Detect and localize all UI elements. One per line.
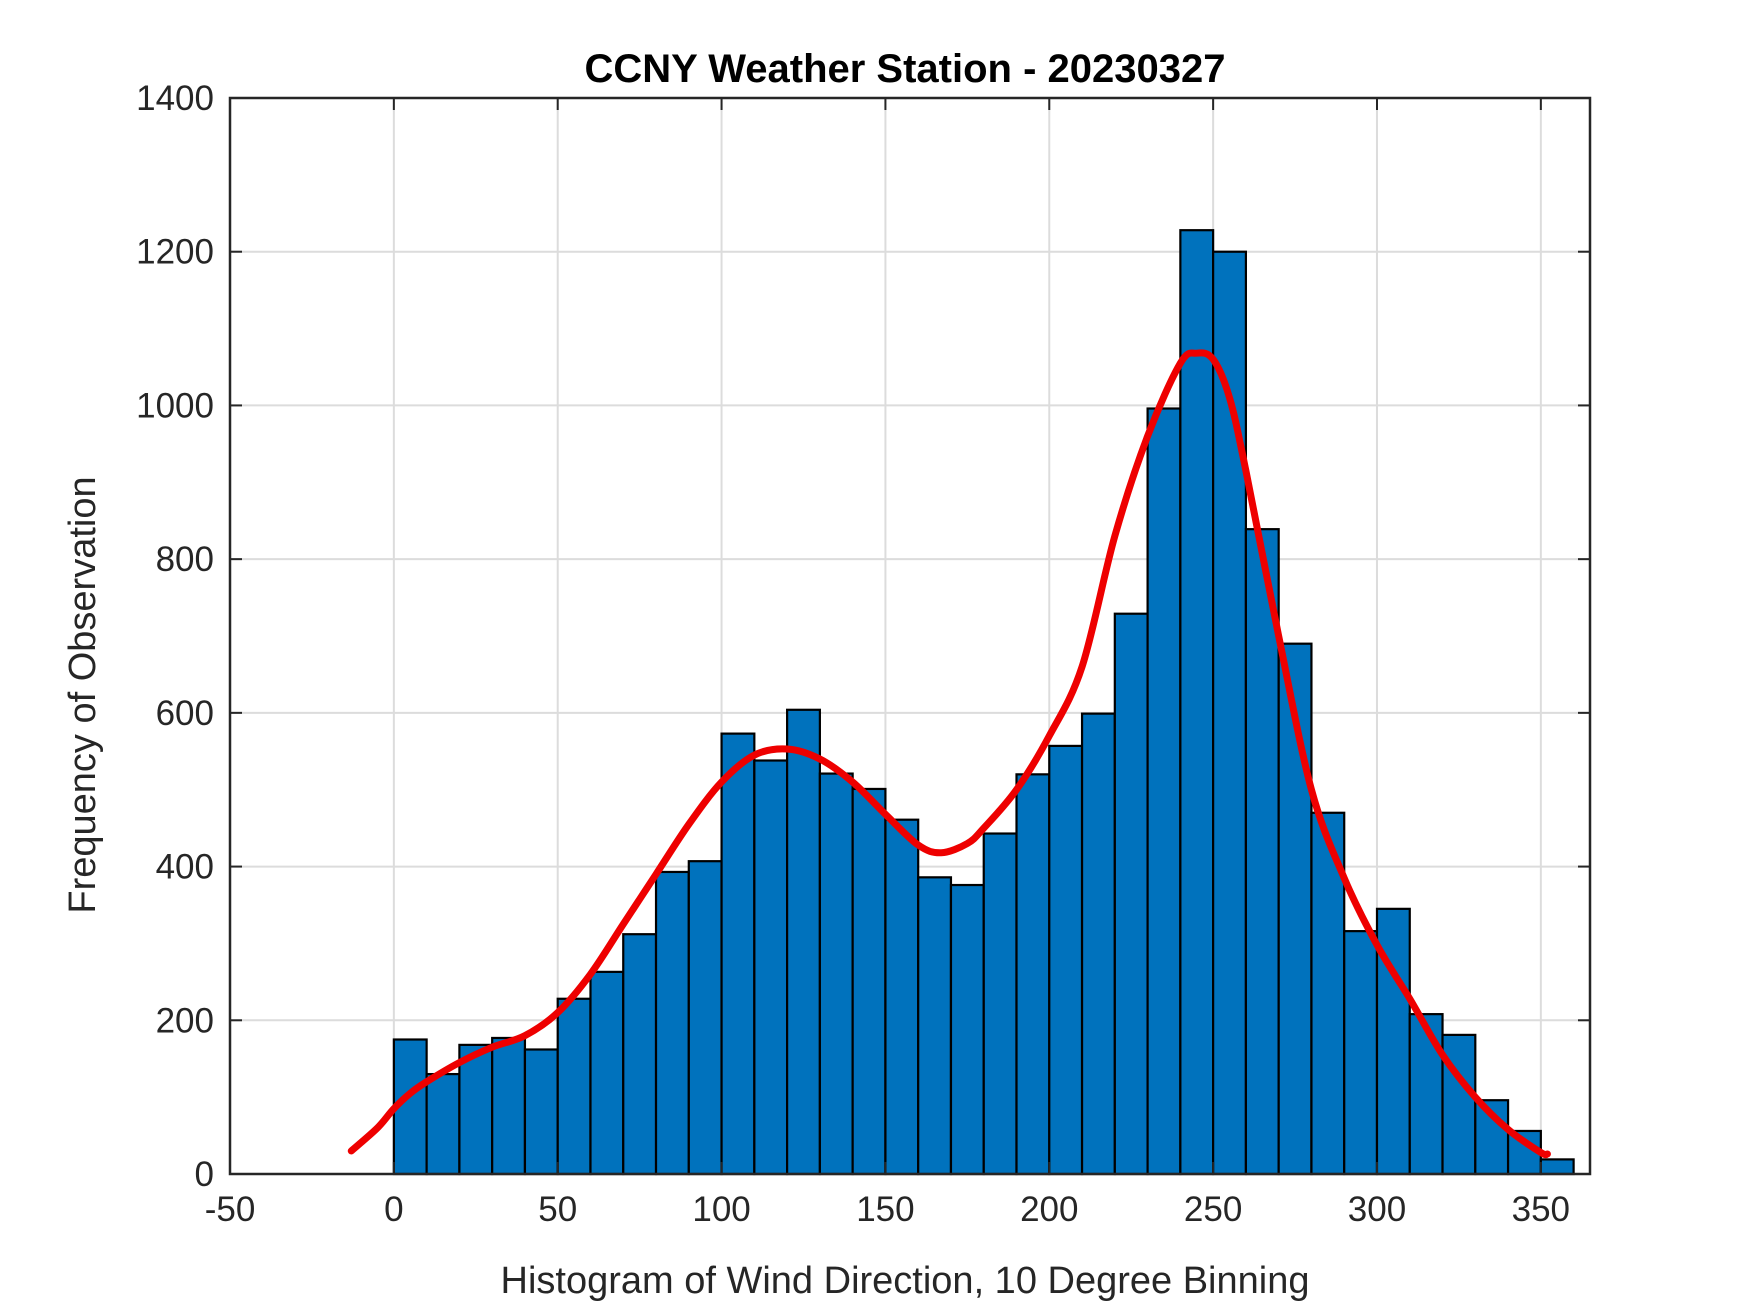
x-tick-label: -50 [205, 1190, 256, 1229]
histogram-bar [1179, 229, 1215, 1176]
histogram-bar [556, 997, 592, 1176]
x-axis-label: Histogram of Wind Direction, 10 Degree B… [501, 1260, 1310, 1302]
histogram-bars [392, 229, 1575, 1176]
histogram-bar [786, 708, 821, 1176]
histogram-bar [1048, 744, 1084, 1176]
y-tick-label: 200 [156, 1001, 214, 1040]
histogram-bar [589, 970, 625, 1176]
histogram-bar [884, 818, 920, 1176]
histogram-bar [720, 732, 756, 1176]
histogram-bar [491, 1036, 527, 1176]
x-tick-label: 0 [384, 1190, 403, 1229]
histogram-bar [523, 1048, 559, 1176]
histogram-bar [1146, 407, 1182, 1176]
x-tick-label: 300 [1348, 1190, 1406, 1229]
histogram-bar [1015, 773, 1051, 1176]
x-tick-label: 200 [1020, 1190, 1078, 1229]
histogram-bar [458, 1043, 494, 1176]
y-tick-label: 800 [156, 540, 214, 579]
plot-frame [228, 96, 1592, 1176]
histogram-bar [1113, 612, 1149, 1176]
y-tick-label: 1400 [136, 79, 214, 118]
histogram-bar [1474, 1099, 1510, 1176]
histogram-bar [917, 876, 953, 1176]
histogram-bar [851, 787, 887, 1176]
histogram-bar [1539, 1158, 1575, 1176]
x-tick-label: 250 [1184, 1190, 1242, 1229]
y-tick-label: 1000 [136, 386, 214, 425]
histogram-bar [1343, 930, 1379, 1176]
x-tick-label: 100 [692, 1190, 750, 1229]
histogram-bar [982, 832, 1018, 1176]
histogram-bar [654, 870, 690, 1176]
fit-curve-layer [347, 349, 1551, 1159]
histogram-bar [1244, 528, 1280, 1176]
x-tick-label: 50 [538, 1190, 577, 1229]
histogram-bar [949, 883, 985, 1176]
histogram-bar [1441, 1033, 1477, 1176]
histogram-bar [1080, 712, 1116, 1176]
histogram-bar [687, 860, 723, 1176]
x-tick-label: 150 [856, 1190, 914, 1229]
y-tick-label: 0 [195, 1155, 214, 1194]
histogram-bar [425, 1072, 461, 1176]
y-tick-label: 1200 [136, 233, 214, 272]
fit-curve [347, 349, 1551, 1159]
histogram-bar [1408, 1013, 1444, 1176]
histogram-bar [753, 759, 789, 1176]
y-axis-label: Frequency of Observation [62, 476, 104, 913]
x-tick-label: 350 [1512, 1190, 1570, 1229]
axis-ticks: -50 0 50 100 150 200 250 300 3500200400600800100… [136, 79, 1590, 1229]
histogram-bar [622, 933, 658, 1176]
y-tick-label: 400 [156, 848, 214, 887]
chart-title: CCNY Weather Station - 20230327 [585, 47, 1226, 91]
histogram-bar [818, 772, 854, 1176]
y-tick-label: 600 [156, 694, 214, 733]
